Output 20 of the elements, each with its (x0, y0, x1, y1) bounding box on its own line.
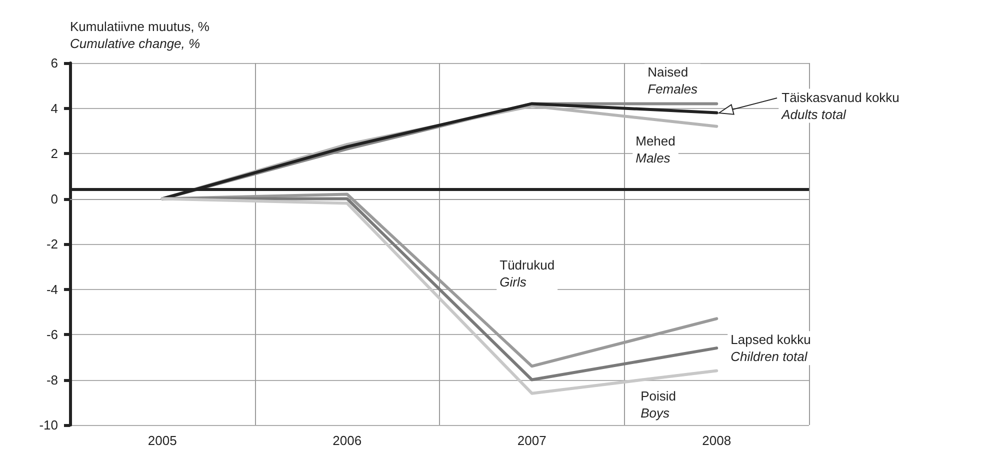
text: Tüdrukud Girls (500, 258, 555, 290)
y-tick-label: 0 (50, 191, 58, 206)
y-tick-label: 2 (50, 146, 58, 161)
y-tick-label: -6 (46, 327, 58, 342)
series-label: Mehed Males (636, 133, 676, 166)
x-tick-label: 2007 (517, 433, 546, 448)
y-axis-title: Kumulatiivne muutus, % Cumulative change, % (70, 19, 210, 51)
legend-label: Täiskasvanud kokku Adults total (780, 90, 900, 122)
series-label: Poisid Boys (640, 388, 676, 421)
y-tick-label: -10 (39, 418, 58, 432)
y-tick-label: -8 (46, 372, 58, 388)
x-tick-label: 2005 (148, 433, 177, 448)
x-tick-label: 2008 (702, 433, 732, 448)
y-tick-label: -4 (46, 282, 58, 297)
series-label: Naised Females (648, 64, 698, 97)
series-label: Lapsed kokku Children total (730, 332, 811, 364)
x-tick-label: 2006 (332, 433, 362, 448)
y-tick-label: -2 (46, 236, 58, 252)
y-tick-label: 6 (50, 56, 58, 70)
y-tick-label: 4 (50, 100, 58, 116)
